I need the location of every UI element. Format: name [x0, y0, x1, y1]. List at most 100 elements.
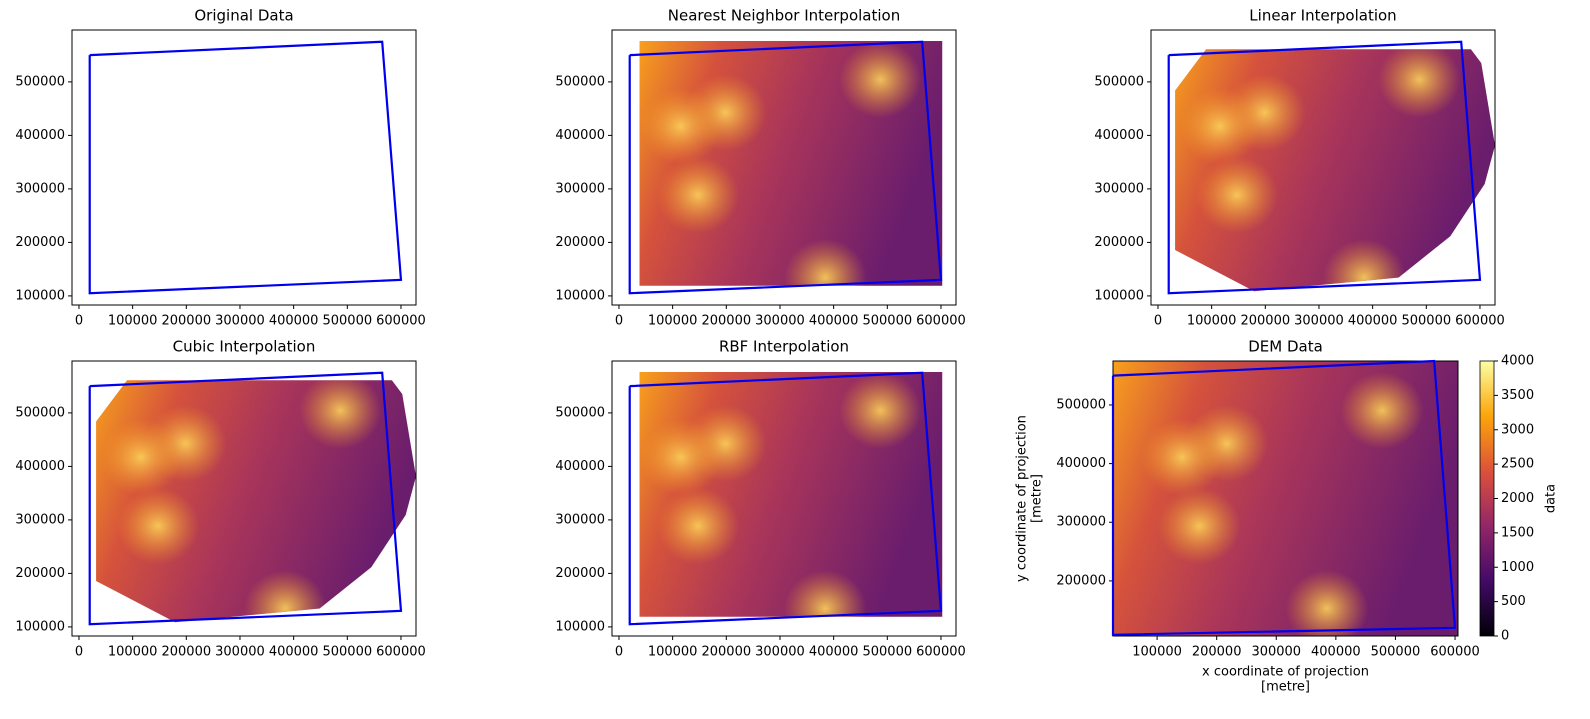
axes-frame	[1150, 29, 1496, 306]
raster-highlight	[116, 487, 200, 565]
y-axis-label: y coordinate of projection	[1015, 415, 1030, 582]
y-tick-label: 200000	[15, 566, 65, 581]
panel-title: Cubic Interpolation	[173, 338, 316, 356]
raster-highlights	[639, 41, 922, 286]
x-tick-label: 400000	[269, 314, 319, 329]
y-tick-label: 100000	[555, 288, 605, 303]
raster-highlight	[1157, 487, 1241, 565]
boundary	[1167, 40, 1482, 295]
x-tick-label: 300000	[215, 645, 265, 660]
raster-highlight	[1195, 156, 1279, 234]
x-tick-label: 0	[75, 314, 83, 329]
raster-highlights	[639, 372, 922, 617]
raster-highlight	[1178, 87, 1262, 165]
x-tick-label: 400000	[809, 645, 859, 660]
raster-highlights	[1178, 49, 1461, 292]
y-tick-label: 100000	[15, 619, 65, 634]
y-tick-label: 400000	[1094, 128, 1144, 143]
colorbar	[1479, 360, 1495, 637]
axes-frame	[71, 29, 417, 306]
x-tick-label: 300000	[755, 314, 805, 329]
raster-highlight	[839, 372, 922, 449]
colorbar-tick-label: 500	[1501, 594, 1526, 609]
x-tick-label: 100000	[648, 645, 698, 660]
y-tick-label: 100000	[1094, 288, 1144, 303]
x-tick-label: 0	[75, 645, 83, 660]
x-tick-label: 600000	[1430, 645, 1480, 660]
x-tick-label: 0	[615, 314, 623, 329]
raster-highlight	[1140, 418, 1224, 496]
x-tick-label: 200000	[1192, 645, 1242, 660]
colorbar-tick-label: 3000	[1501, 422, 1534, 437]
raster-highlight	[1285, 570, 1369, 636]
x-tick-label: 500000	[1371, 645, 1421, 660]
y-tick-label: 400000	[15, 128, 65, 143]
panel-title: Linear Interpolation	[1249, 7, 1396, 25]
panel: DEM Data 100000 200000 300000 400000 500000 60…	[1015, 338, 1559, 695]
raster-highlights	[99, 380, 382, 623]
x-tick-label: 100000	[1187, 314, 1237, 329]
x-tick-label: 200000	[1240, 314, 1290, 329]
boundary	[88, 371, 403, 626]
x-tick-label: 500000	[862, 314, 912, 329]
x-tick-label: 500000	[1401, 314, 1451, 329]
y-tick-label: 500000	[555, 74, 605, 89]
boundary	[628, 371, 943, 626]
x-tick-label: 500000	[322, 314, 372, 329]
y-tick-label: 400000	[555, 459, 605, 474]
x-tick-label: 0	[1154, 314, 1162, 329]
raster-highlight	[639, 418, 723, 496]
y-axis-label: [metre]	[1030, 474, 1045, 523]
panel-title: Nearest Neighbor Interpolation	[668, 7, 900, 25]
raster-highlight	[784, 570, 867, 617]
x-tick-label: 400000	[809, 314, 859, 329]
x-tick-label: 100000	[648, 314, 698, 329]
colorbar-tick-label: 1000	[1501, 560, 1534, 575]
x-axis-label: [metre]	[1261, 680, 1310, 695]
x-tick-label: 200000	[161, 645, 211, 660]
raster-highlight	[784, 239, 867, 286]
axes-frame	[611, 29, 957, 306]
x-tick-label: 500000	[862, 645, 912, 660]
y-tick-label: 300000	[555, 512, 605, 527]
boundary	[628, 40, 943, 295]
colorbar-tick-label: 3500	[1501, 388, 1534, 403]
y-tick-label: 200000	[1094, 235, 1144, 250]
x-tick-label: 100000	[108, 314, 158, 329]
y-tick-label: 400000	[555, 128, 605, 143]
axes-frame	[611, 360, 957, 637]
raster-highlights	[1140, 372, 1424, 636]
colorbar-label: data	[1544, 484, 1559, 513]
x-tick-label: 0	[615, 645, 623, 660]
colorbar-tick-label: 4000	[1501, 354, 1534, 369]
x-tick-label: 100000	[108, 645, 158, 660]
raster-highlight	[244, 570, 327, 623]
raster-highlight	[1378, 49, 1461, 118]
y-tick-label: 500000	[15, 405, 65, 420]
colorbar-tick-label: 0	[1501, 629, 1509, 644]
x-tick-label: 200000	[701, 314, 751, 329]
x-tick-label: 600000	[916, 645, 966, 660]
y-tick-label: 200000	[555, 235, 605, 250]
x-tick-label: 100000	[1132, 645, 1182, 660]
x-tick-label: 600000	[376, 645, 426, 660]
y-tick-label: 200000	[555, 566, 605, 581]
y-tick-label: 300000	[1094, 181, 1144, 196]
y-tick-label: 500000	[555, 405, 605, 420]
x-tick-label: 600000	[916, 314, 966, 329]
x-tick-label: 500000	[322, 645, 372, 660]
x-tick-label: 400000	[269, 645, 319, 660]
raster-highlight	[639, 87, 723, 165]
x-tick-label: 400000	[1348, 314, 1398, 329]
x-tick-label: 200000	[701, 645, 751, 660]
raster-highlight	[839, 41, 922, 118]
panel-title: Original Data	[194, 7, 293, 25]
colorbar-tick-label: 1500	[1501, 525, 1534, 540]
raster-highlight	[656, 156, 740, 234]
y-tick-label: 500000	[1094, 74, 1144, 89]
